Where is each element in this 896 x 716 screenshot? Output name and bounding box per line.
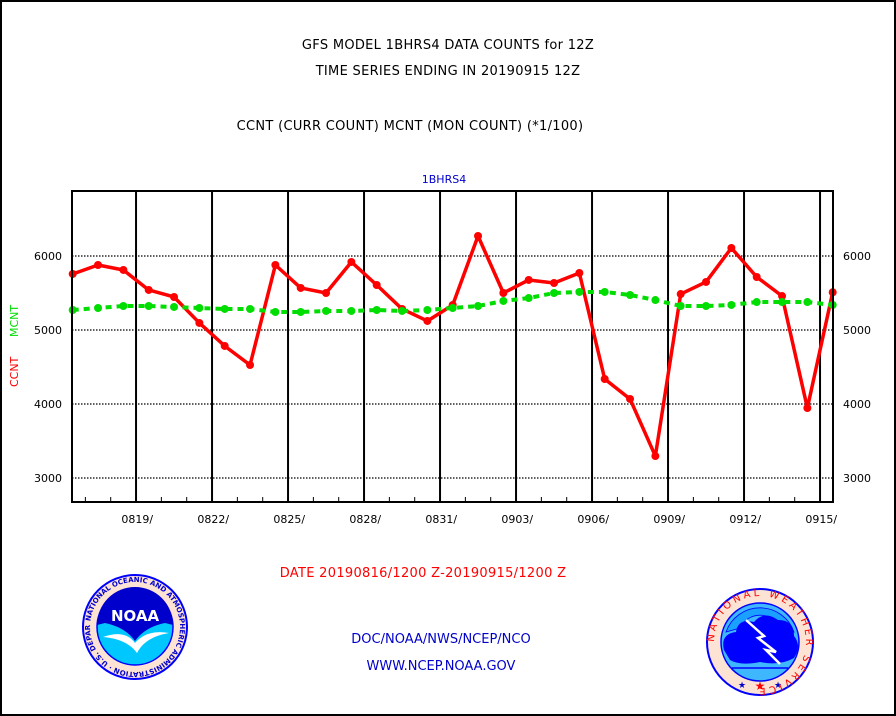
data-point-mcnt <box>600 287 609 296</box>
x-tick-label: 0831/ <box>425 513 457 526</box>
data-point-ccnt <box>575 269 584 278</box>
data-point-ccnt <box>499 288 508 297</box>
data-point-mcnt <box>448 304 457 313</box>
y-label-ccnt: CCNT <box>8 356 21 387</box>
data-point-mcnt <box>550 288 559 297</box>
data-point-ccnt <box>474 231 483 240</box>
noaa-logo-text: NOAA <box>111 607 160 625</box>
chart-subtitle: TIME SERIES ENDING IN 20190915 12Z <box>315 64 581 79</box>
data-point-mcnt <box>524 294 533 303</box>
axis-layer: 3000 3000 4000 4000 5000 5000 6000 6000 0819/082… <box>34 250 871 526</box>
data-point-mcnt <box>676 302 685 311</box>
data-point-mcnt <box>474 302 483 311</box>
data-point-mcnt <box>322 306 331 315</box>
data-point-ccnt <box>651 452 660 461</box>
y-tick-label-left: 5000 <box>34 324 62 337</box>
y-tick-label-right: 6000 <box>843 250 871 263</box>
data-point-ccnt <box>322 288 331 297</box>
data-point-mcnt <box>423 306 432 315</box>
data-point-ccnt <box>702 277 711 286</box>
x-tick-label: 0909/ <box>653 513 685 526</box>
data-point-ccnt <box>347 257 356 266</box>
data-point-mcnt <box>651 296 660 305</box>
data-point-mcnt <box>271 308 280 317</box>
series-line-ccnt <box>72 234 835 458</box>
data-point-ccnt <box>94 261 103 270</box>
data-point-ccnt <box>524 275 533 284</box>
website-link[interactable]: WWW.NCEP.NOAA.GOV <box>366 659 516 674</box>
data-point-ccnt <box>778 292 787 301</box>
data-point-ccnt <box>220 341 229 350</box>
x-tick-label: 0906/ <box>577 513 609 526</box>
data-point-ccnt <box>195 318 204 327</box>
data-point-mcnt <box>626 290 635 299</box>
data-point-mcnt <box>499 296 508 305</box>
y-axis-label: CCNT MCNT <box>8 305 21 387</box>
svg-text:★: ★ <box>755 679 766 693</box>
x-tick-label: 0825/ <box>273 513 305 526</box>
grid-layer <box>72 191 833 502</box>
data-point-ccnt <box>246 361 255 370</box>
data-point-mcnt <box>752 298 761 307</box>
y-tick-label-right: 3000 <box>843 472 871 485</box>
data-point-mcnt <box>296 308 305 317</box>
data-point-ccnt <box>727 243 736 252</box>
data-point-ccnt <box>550 278 559 287</box>
nws-logo-icon: ★ ★ ★ NATIONAL WEATHER SERVICE <box>706 588 814 696</box>
data-point-mcnt <box>94 304 103 313</box>
data-point-mcnt <box>170 302 179 311</box>
data-point-mcnt <box>246 304 255 313</box>
data-point-mcnt <box>347 306 356 315</box>
data-point-ccnt <box>626 394 635 403</box>
data-point-ccnt <box>676 290 685 299</box>
x-tick-label: 0915/ <box>805 513 837 526</box>
y-tick-label-left: 6000 <box>34 250 62 263</box>
data-point-ccnt <box>600 374 609 383</box>
data-point-ccnt <box>803 404 812 413</box>
data-point-mcnt <box>220 304 229 313</box>
x-tick-label: 0828/ <box>349 513 381 526</box>
chart-description: CCNT (CURR COUNT) MCNT (MON COUNT) (*1/1… <box>236 119 584 134</box>
data-point-mcnt <box>778 298 787 307</box>
data-point-ccnt <box>271 261 280 270</box>
data-point-ccnt <box>372 280 381 289</box>
data-point-mcnt <box>702 302 711 311</box>
data-point-mcnt <box>144 302 153 311</box>
data-point-mcnt <box>372 306 381 315</box>
y-tick-label-left: 4000 <box>34 398 62 411</box>
svg-text:★: ★ <box>738 681 746 691</box>
org-path: DOC/NOAA/NWS/NCEP/NCO <box>351 632 531 647</box>
data-point-mcnt <box>575 287 584 296</box>
data-point-mcnt <box>195 304 204 313</box>
data-point-mcnt <box>398 306 407 315</box>
data-point-ccnt <box>144 285 153 294</box>
plot-border <box>71 190 834 503</box>
data-point-ccnt <box>423 316 432 325</box>
panel-label: 1BHRS4 <box>422 173 466 186</box>
chart-title: GFS MODEL 1BHRS4 DATA COUNTS for 12Z <box>301 38 595 53</box>
noaa-logo-icon: NOAA NATIONAL OCEANIC AND ATMOSPHERIC AD… <box>82 574 188 680</box>
y-tick-label-right: 4000 <box>843 398 871 411</box>
series-layer <box>68 231 837 461</box>
data-point-ccnt <box>119 265 128 274</box>
data-point-ccnt <box>170 292 179 301</box>
y-tick-label-right: 5000 <box>843 324 871 337</box>
x-axis-date-range: DATE 20190816/1200 Z-20190915/1200 Z <box>279 566 567 581</box>
data-point-mcnt <box>803 298 812 307</box>
data-point-mcnt <box>119 302 128 311</box>
y-tick-label-left: 3000 <box>34 472 62 485</box>
y-label-mcnt: MCNT <box>8 305 21 337</box>
data-point-ccnt <box>296 283 305 292</box>
data-point-mcnt <box>727 300 736 309</box>
x-tick-label: 0819/ <box>121 513 153 526</box>
x-tick-label: 0903/ <box>501 513 533 526</box>
data-point-ccnt <box>752 273 761 282</box>
x-tick-label: 0912/ <box>729 513 761 526</box>
x-tick-label: 0822/ <box>197 513 229 526</box>
svg-text:★: ★ <box>774 681 782 691</box>
